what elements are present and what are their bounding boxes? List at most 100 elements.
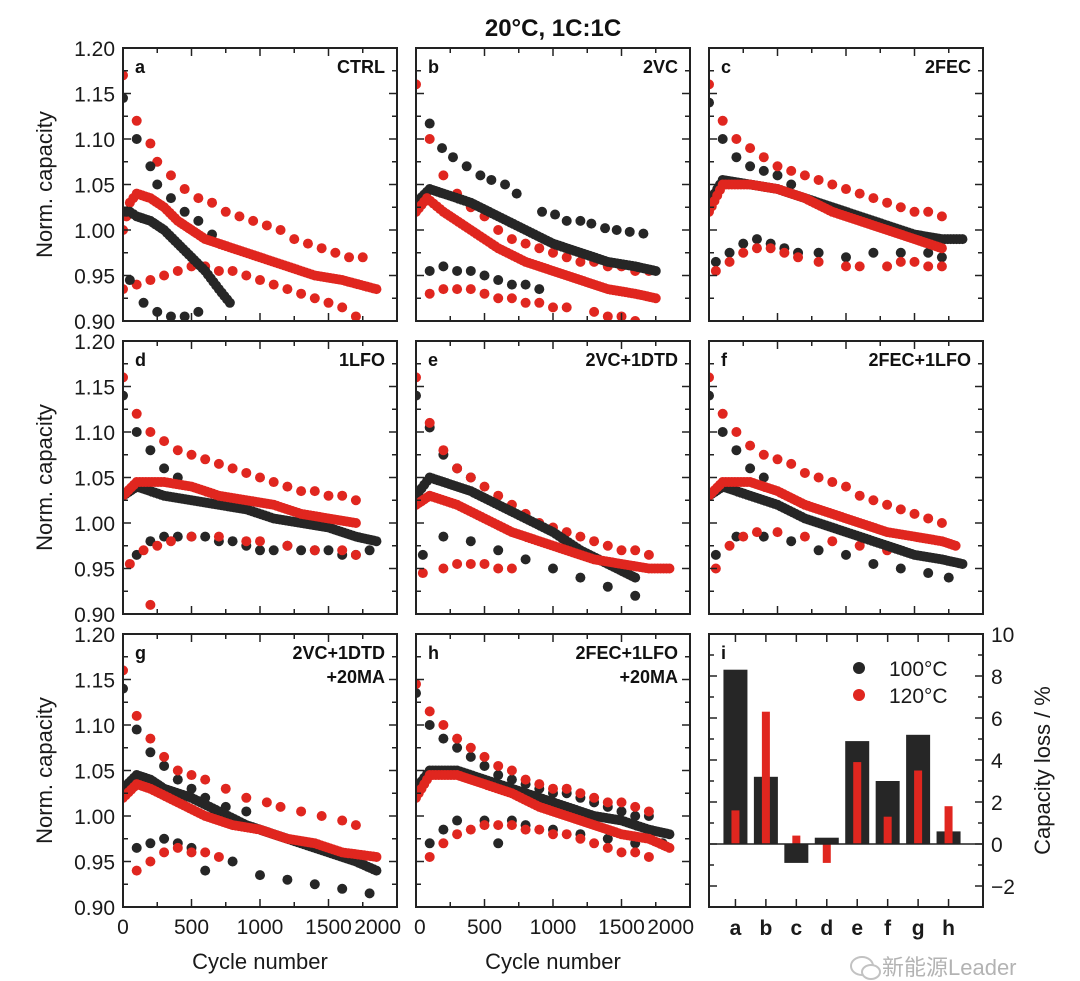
panel-condition-label: CTRL [337, 57, 385, 77]
panel-condition-label: 2FEC [925, 57, 971, 77]
data-point [506, 563, 517, 574]
data-point [145, 856, 156, 867]
data-point [493, 760, 504, 771]
data-point [493, 225, 504, 235]
data-point [868, 247, 879, 258]
data-point [630, 572, 641, 583]
data-point [909, 206, 920, 217]
data-point [131, 408, 142, 419]
data-point [882, 499, 893, 510]
data-point [751, 243, 762, 254]
data-point [152, 179, 163, 190]
bar [761, 711, 770, 844]
data-point [895, 504, 906, 515]
data-point [145, 138, 156, 149]
data-point [438, 284, 449, 295]
data-point [534, 284, 545, 295]
legend-label: 100°C [889, 658, 948, 681]
series-120C-3 [123, 477, 361, 528]
data-point [548, 563, 558, 574]
data-point [611, 225, 622, 235]
data-point [152, 540, 163, 551]
data-point [438, 531, 449, 542]
panel-letter: b [428, 57, 439, 77]
data-point [241, 806, 252, 817]
data-point [438, 170, 449, 181]
series-120C-3 [123, 779, 382, 862]
data-point [424, 851, 435, 862]
x-tick-label: 2000 [354, 916, 401, 939]
data-point [923, 513, 934, 524]
data-point [868, 558, 879, 569]
x-tick-label: 1000 [237, 916, 284, 939]
data-points [709, 372, 968, 583]
panel-c: c 2FEC [708, 47, 984, 322]
data-point [786, 458, 797, 469]
data-point [248, 215, 259, 226]
data-point [227, 463, 238, 474]
series-100C-3 [123, 206, 235, 308]
data-point [475, 170, 486, 181]
y-tick-label: 1.05 [74, 175, 115, 198]
data-point [344, 252, 355, 263]
data-point [506, 279, 517, 290]
data-point [268, 477, 279, 488]
data-point [624, 226, 635, 237]
data-point [123, 665, 128, 676]
series-120C-5 [424, 284, 641, 321]
data-point [731, 134, 742, 144]
data-point [465, 472, 476, 483]
panel-f: f 2FEC+1LFO [708, 340, 984, 615]
data-point [330, 247, 341, 258]
data-point [751, 234, 762, 245]
series-120C-3 [416, 490, 675, 574]
data-point [841, 184, 851, 195]
y-tick-label: 1.15 [74, 670, 115, 693]
data-point [275, 801, 286, 812]
data-point [438, 733, 449, 744]
data-point [709, 390, 714, 401]
data-point [296, 486, 307, 497]
x-tick-label: 1500 [598, 916, 645, 939]
data-point [234, 211, 245, 222]
data-point [452, 733, 463, 744]
data-point [548, 247, 558, 258]
data-point [323, 490, 334, 501]
data-point [289, 234, 300, 245]
data-point [323, 545, 334, 556]
data-point [145, 427, 156, 437]
x-tick-label: 0 [117, 916, 129, 939]
data-point [936, 211, 947, 222]
data-point [165, 311, 176, 321]
plot-frame [708, 47, 984, 322]
data-point [710, 265, 721, 276]
data-point [124, 275, 135, 286]
category-label: h [942, 917, 955, 940]
panel-condition-label: 2VC+1DTD [585, 350, 678, 370]
data-point [724, 540, 735, 551]
bar [914, 770, 923, 844]
data-point [255, 536, 265, 547]
data-point [616, 806, 627, 817]
panel-letter: c [721, 57, 731, 77]
data-point [364, 545, 375, 556]
series-120C-5 [710, 243, 947, 276]
series-120C-5 [124, 531, 361, 610]
panel-condition-label: 2VC [643, 57, 678, 77]
data-point [371, 865, 382, 876]
data-point [123, 390, 128, 401]
data-point [220, 206, 231, 217]
data-point [424, 118, 435, 129]
category-label: a [730, 917, 742, 940]
data-point [323, 297, 334, 308]
data-point [241, 467, 252, 478]
plot-frame [122, 340, 398, 615]
data-point [664, 563, 675, 574]
data-point [337, 883, 348, 894]
data-point [193, 215, 204, 226]
data-point [186, 770, 197, 781]
data-point [138, 297, 149, 308]
data-point [936, 243, 947, 254]
data-point [438, 824, 449, 835]
